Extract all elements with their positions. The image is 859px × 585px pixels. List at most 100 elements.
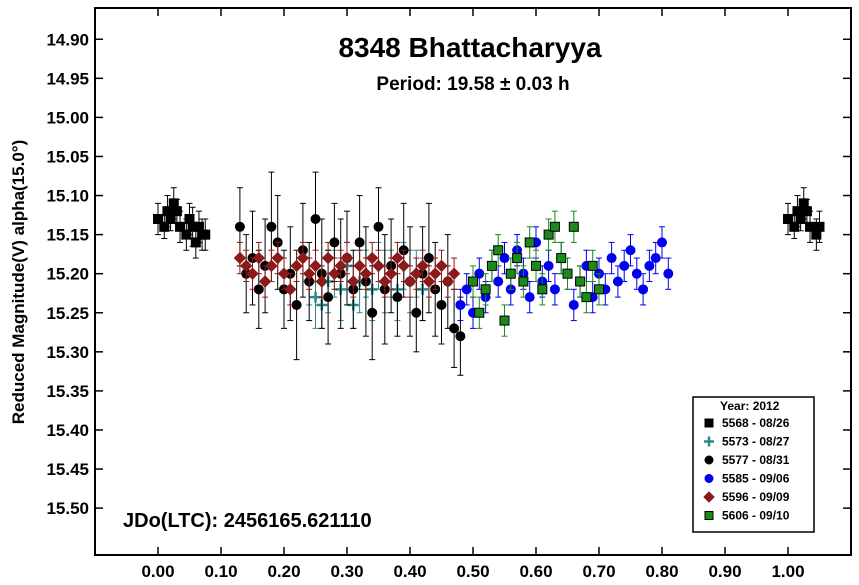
legend-label: 5577 - 08/31 xyxy=(722,453,790,467)
data-point xyxy=(436,299,447,310)
y-tick-label: 15.40 xyxy=(46,421,89,440)
data-point xyxy=(302,267,316,280)
data-point xyxy=(543,260,554,271)
data-point xyxy=(474,307,485,318)
data-point xyxy=(562,268,573,279)
data-point xyxy=(435,259,448,273)
x-tick-label: 0.40 xyxy=(393,562,426,581)
data-point xyxy=(499,315,510,326)
y-tick-label: 15.00 xyxy=(46,108,89,127)
data-point xyxy=(384,267,398,280)
data-point xyxy=(581,292,592,303)
chart-subtitle: Period: 19.58 ± 0.03 h xyxy=(376,74,569,95)
data-point xyxy=(392,292,403,303)
data-point xyxy=(329,237,340,248)
data-point xyxy=(328,267,341,280)
data-point xyxy=(422,275,436,288)
data-point xyxy=(253,284,264,295)
data-point xyxy=(365,251,379,265)
data-point xyxy=(239,259,253,273)
data-point xyxy=(531,260,541,271)
data-point xyxy=(428,267,442,280)
data-point xyxy=(321,251,335,265)
data-point xyxy=(323,292,334,303)
legend-marker xyxy=(704,511,714,520)
x-tick-label: 0.30 xyxy=(330,562,363,581)
data-point xyxy=(455,299,466,310)
data-point xyxy=(619,260,630,271)
data-point xyxy=(537,284,548,295)
data-point xyxy=(252,251,266,265)
data-point xyxy=(284,283,297,296)
data-point xyxy=(200,229,211,240)
data-point xyxy=(449,323,460,334)
data-point xyxy=(296,251,310,265)
data-point xyxy=(277,267,291,280)
data-point xyxy=(512,253,523,264)
series-4 xyxy=(233,241,461,306)
data-point xyxy=(354,237,365,248)
data-point xyxy=(391,251,404,265)
series-5 xyxy=(468,210,604,337)
x-tick-label: 1.00 xyxy=(771,562,804,581)
y-tick-label: 15.30 xyxy=(46,343,89,362)
x-tick-label: 0.00 xyxy=(141,562,174,581)
data-point xyxy=(549,284,560,295)
data-point xyxy=(606,253,617,264)
data-point xyxy=(334,259,347,273)
data-point xyxy=(378,275,392,288)
x-tick-label: 0.90 xyxy=(708,562,741,581)
y-axis-label: Reduced Magnitude(V) alpha(15.0°) xyxy=(9,140,28,425)
data-point xyxy=(587,260,598,271)
data-point xyxy=(367,307,378,318)
legend-label: 5568 - 08/26 xyxy=(722,416,790,430)
data-point xyxy=(468,276,478,287)
data-point xyxy=(310,213,321,224)
y-axis: 14.90 14.95 15.00 15.05 15.10 15.15 15.20 15.25… xyxy=(46,30,851,518)
data-point xyxy=(556,253,567,264)
data-point xyxy=(524,292,535,303)
data-point xyxy=(266,221,277,232)
data-point xyxy=(410,267,423,280)
y-tick-label: 15.15 xyxy=(46,226,89,245)
legend-marker xyxy=(704,436,714,447)
x-tick-label: 0.20 xyxy=(267,562,300,581)
data-point xyxy=(486,260,497,271)
epoch-annotation: JDo(LTC): 2456165.621110 xyxy=(123,510,372,532)
legend-label: 5573 - 08/27 xyxy=(722,435,790,449)
data-point xyxy=(265,259,278,273)
legend-marker xyxy=(704,418,714,428)
data-point xyxy=(291,299,302,310)
data-point xyxy=(359,267,373,280)
data-point xyxy=(234,221,245,232)
y-tick-label: 15.25 xyxy=(46,304,89,323)
x-tick-label: 0.70 xyxy=(582,562,615,581)
legend-title: Year: 2012 xyxy=(720,399,780,413)
data-point xyxy=(290,259,303,273)
data-point xyxy=(568,221,579,232)
data-point xyxy=(575,276,586,287)
y-tick-label: 14.95 xyxy=(46,69,89,88)
y-tick-label: 14.90 xyxy=(46,30,89,49)
data-point xyxy=(455,331,466,342)
data-point xyxy=(397,259,410,273)
x-tick-label: 0.10 xyxy=(204,562,237,581)
data-point xyxy=(315,275,329,288)
legend-entries: 5568 - 08/26 5573 - 08/27 5577 - 08/31 5585… xyxy=(703,416,790,523)
data-point xyxy=(175,221,186,232)
legend-label: 5596 - 09/09 xyxy=(722,490,790,504)
x-tick-label: 0.50 xyxy=(456,562,489,581)
y-tick-label: 15.20 xyxy=(46,265,89,284)
data-point xyxy=(549,221,560,232)
data-point xyxy=(373,221,384,232)
data-point xyxy=(353,259,366,273)
series-0 xyxy=(153,187,825,259)
data-point xyxy=(258,275,272,288)
data-point xyxy=(423,253,434,264)
legend-label: 5585 - 09/06 xyxy=(722,472,790,486)
data-point xyxy=(347,275,360,288)
data-point xyxy=(461,284,472,295)
data-point xyxy=(447,267,461,280)
data-point xyxy=(657,237,667,248)
